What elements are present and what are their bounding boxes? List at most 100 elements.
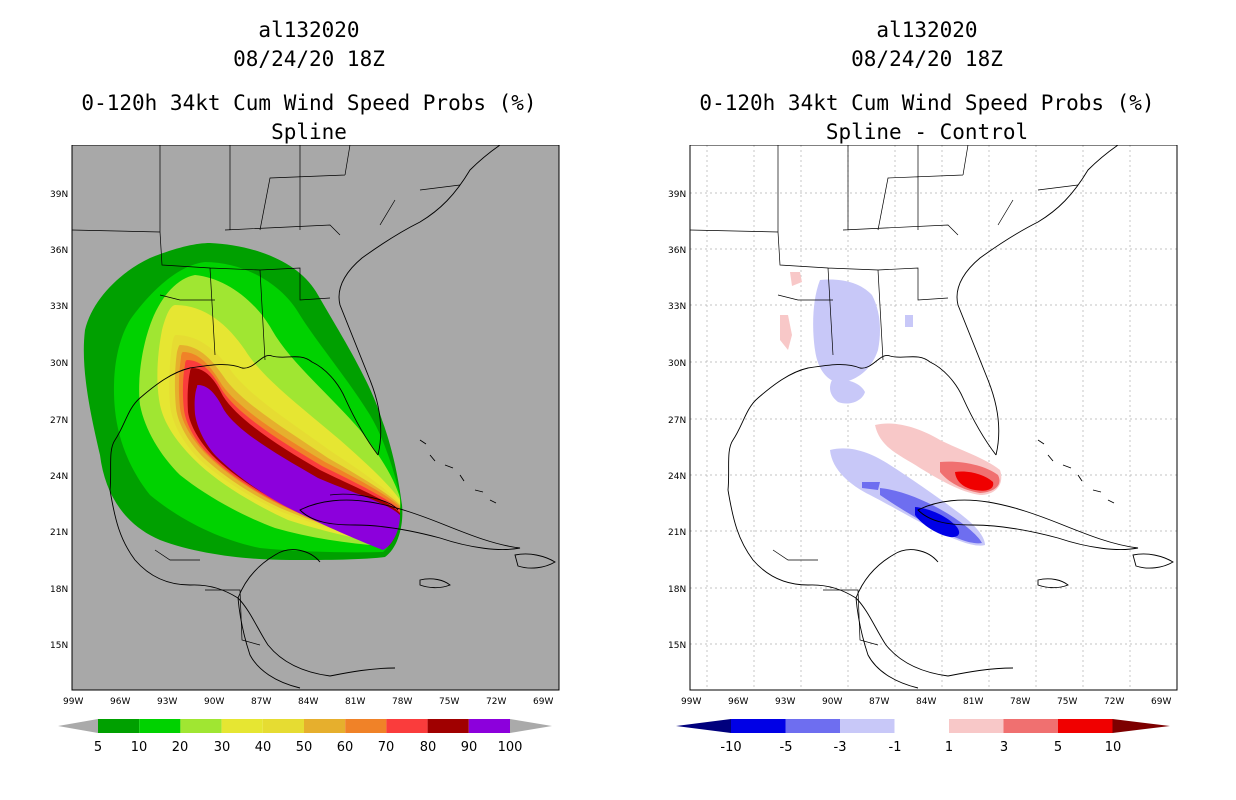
- left-cb-label-20: 20: [172, 740, 189, 755]
- right-lon-labels: 99W 96W 93W 90W 87W 84W 81W 78W 75W 72W …: [681, 697, 1171, 707]
- left-map-frame: [71, 145, 560, 691]
- bahamas-islands: [419, 439, 497, 504]
- left-cb-label-70: 70: [378, 740, 395, 755]
- right-map-background: [690, 145, 1177, 690]
- lon-label-84w: 84W: [298, 697, 318, 707]
- lat-label-21n: 21N: [668, 528, 686, 538]
- lon-label-78w: 78W: [1010, 697, 1030, 707]
- state-border-lines: [689, 145, 1079, 646]
- us-gulf-coast: [109, 355, 379, 491]
- right-cb-label-10: 10: [1105, 740, 1122, 755]
- lat-label-15n: 15N: [668, 641, 686, 651]
- right-cb-label-5: 5: [1054, 740, 1062, 755]
- lat-label-39n: 39N: [668, 190, 686, 200]
- left-colorbar-bin-8: [386, 719, 428, 733]
- lat-label-24n: 24N: [668, 472, 686, 482]
- lon-label-99w: 99W: [63, 697, 83, 707]
- left-coastlines: [109, 145, 556, 689]
- right-cb-label-neg10: -10: [720, 740, 741, 755]
- right-colorbar-bin-1: [731, 719, 786, 733]
- right-map-frame: [689, 145, 1178, 691]
- lat-label-33n: 33N: [50, 302, 68, 312]
- right-storm-id: al132020: [876, 18, 978, 42]
- yucatan-coast: [237, 549, 321, 599]
- left-colorbar-bin-6: [304, 719, 346, 733]
- lat-label-30n: 30N: [668, 359, 686, 369]
- lon-label-81w: 81W: [963, 697, 983, 707]
- left-map: 39N 36N 33N 30N 27N 24N 21N 18N 15N 99W …: [50, 145, 560, 707]
- left-cb-label-40: 40: [255, 740, 272, 755]
- right-colorbar-labels: -10 -5 -3 -1 1 3 5 10: [720, 740, 1121, 755]
- left-cb-label-90: 90: [461, 740, 478, 755]
- cuba-outline: [917, 499, 1139, 550]
- lon-label-72w: 72W: [1104, 697, 1124, 707]
- right-lat-labels: 39N 36N 33N 30N 27N 24N 21N 18N 15N: [668, 190, 686, 651]
- lon-label-87w: 87W: [251, 697, 271, 707]
- left-colorbar-bin-5: [262, 719, 304, 733]
- left-cb-label-30: 30: [214, 740, 231, 755]
- lon-label-99w: 99W: [681, 697, 701, 707]
- right-subtitle: Spline - Control: [825, 120, 1029, 144]
- right-datetime: 08/24/20 18Z: [851, 47, 1003, 71]
- left-cb-label-100: 100: [498, 740, 523, 755]
- diff-dark-blue-cuba: [915, 507, 960, 538]
- left-lat-labels: 39N 36N 33N 30N 27N 24N 21N 18N 15N: [50, 190, 68, 651]
- florida-atlantic-coast: [956, 145, 1119, 456]
- lat-label-30n: 30N: [50, 359, 68, 369]
- right-colorbar-bin-3: [840, 719, 895, 733]
- lon-label-84w: 84W: [916, 697, 936, 707]
- inner-core-outline: [329, 493, 399, 511]
- lon-label-81w: 81W: [345, 697, 365, 707]
- right-colorbar: -10 -5 -3 -1 1 3 5 10: [676, 719, 1170, 755]
- left-colorbar-bin-7: [345, 719, 387, 733]
- left-subtitle: Spline: [271, 120, 347, 144]
- left-colorbar-bin-4: [221, 719, 263, 733]
- lat-label-24n: 24N: [50, 472, 68, 482]
- left-colorbar-bin-10: [468, 719, 510, 733]
- left-colorbar-bin-3: [180, 719, 222, 733]
- diff-red-florida-keys: [955, 471, 994, 491]
- left-product-title: 0-120h 34kt Cum Wind Speed Probs (%): [81, 91, 537, 115]
- left-colorbar-bin-9: [427, 719, 469, 733]
- right-colorbar-over: [1112, 719, 1170, 733]
- diff-pink-north-gulf: [780, 272, 802, 350]
- left-colorbar-labels: 5 10 20 30 40 50 60 70 80 90 100: [94, 740, 523, 755]
- lat-label-27n: 27N: [50, 416, 68, 426]
- right-cb-label-neg1: -1: [889, 740, 902, 755]
- central-america-coast: [237, 597, 396, 689]
- right-colorbar-under: [676, 719, 731, 733]
- right-cb-label-neg3: -3: [834, 740, 847, 755]
- bahamas-islands: [1037, 439, 1115, 504]
- left-cb-label-60: 60: [337, 740, 354, 755]
- lon-label-69w: 69W: [1151, 697, 1171, 707]
- left-colorbar-over: [510, 719, 552, 733]
- left-cb-label-80: 80: [420, 740, 437, 755]
- right-colorbar-bin-2: [785, 719, 840, 733]
- right-coastlines: [727, 145, 1174, 689]
- lat-label-21n: 21N: [50, 528, 68, 538]
- right-gridlines: [690, 145, 1177, 690]
- left-lon-labels: 99W 96W 93W 90W 87W 84W 81W 78W 75W 72W …: [63, 697, 553, 707]
- right-colorbar-bin-7: [1058, 719, 1113, 733]
- left-state-borders: [71, 145, 461, 646]
- hispaniola-outline: [1132, 553, 1174, 569]
- lat-label-18n: 18N: [50, 585, 68, 595]
- mexico-coast: [727, 489, 949, 677]
- difference-contours: [780, 272, 1002, 546]
- right-colorbar-bin-6: [1003, 719, 1058, 733]
- lat-label-15n: 15N: [50, 641, 68, 651]
- right-map: 39N 36N 33N 30N 27N 24N 21N 18N 15N 99W …: [668, 145, 1178, 707]
- prob-contour-90: [194, 385, 400, 550]
- left-storm-id: al132020: [258, 18, 360, 42]
- left-cb-label-50: 50: [296, 740, 313, 755]
- left-colorbar: 5 10 20 30 40 50 60 70 80 90 100: [58, 719, 552, 755]
- right-product-title: 0-120h 34kt Cum Wind Speed Probs (%): [699, 91, 1155, 115]
- us-gulf-coast: [727, 355, 997, 491]
- right-state-borders: [689, 145, 1079, 646]
- diff-blue-louisiana: [830, 315, 913, 404]
- right-cb-label-3: 3: [1000, 740, 1008, 755]
- cuba-outline: [299, 499, 521, 550]
- lon-label-96w: 96W: [728, 697, 748, 707]
- lon-label-78w: 78W: [392, 697, 412, 707]
- central-america-coast: [855, 597, 1014, 689]
